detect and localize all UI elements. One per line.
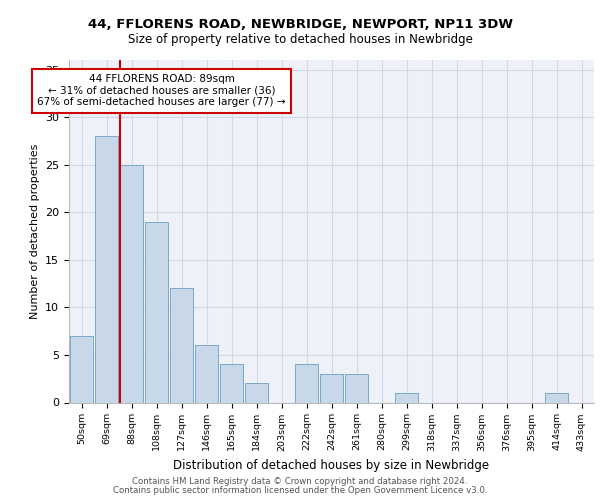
Bar <box>545 393 568 402</box>
Bar <box>195 346 218 403</box>
X-axis label: Distribution of detached houses by size in Newbridge: Distribution of detached houses by size … <box>173 459 490 472</box>
Bar <box>345 374 368 402</box>
Bar <box>170 288 193 403</box>
Bar <box>220 364 243 403</box>
Bar <box>295 364 318 403</box>
Bar <box>145 222 168 402</box>
Bar <box>70 336 93 402</box>
Bar <box>120 164 143 402</box>
Text: Contains public sector information licensed under the Open Government Licence v3: Contains public sector information licen… <box>113 486 487 495</box>
Bar <box>320 374 343 402</box>
Bar <box>95 136 118 402</box>
Y-axis label: Number of detached properties: Number of detached properties <box>29 144 40 319</box>
Bar <box>395 393 418 402</box>
Text: Size of property relative to detached houses in Newbridge: Size of property relative to detached ho… <box>128 32 472 46</box>
Text: 44, FFLORENS ROAD, NEWBRIDGE, NEWPORT, NP11 3DW: 44, FFLORENS ROAD, NEWBRIDGE, NEWPORT, N… <box>88 18 512 30</box>
Text: Contains HM Land Registry data © Crown copyright and database right 2024.: Contains HM Land Registry data © Crown c… <box>132 477 468 486</box>
Bar <box>245 384 268 402</box>
Text: 44 FFLORENS ROAD: 89sqm
← 31% of detached houses are smaller (36)
67% of semi-de: 44 FFLORENS ROAD: 89sqm ← 31% of detache… <box>37 74 286 108</box>
